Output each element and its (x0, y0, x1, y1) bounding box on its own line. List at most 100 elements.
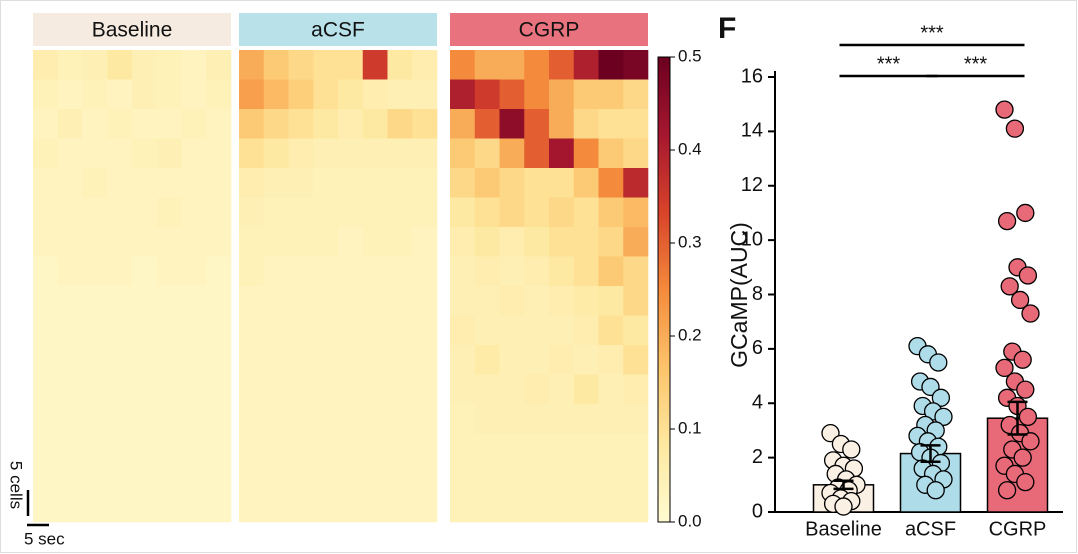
heat-cell (549, 345, 575, 375)
heat-cell (549, 79, 575, 110)
heat-cell (573, 463, 599, 493)
heat-cell (181, 168, 207, 198)
heat-cell (57, 256, 83, 287)
heat-cell (57, 50, 83, 80)
heat-cell (387, 50, 413, 80)
heat-cell (156, 109, 182, 139)
heat-cell (156, 374, 182, 405)
heat-cell (387, 109, 413, 139)
heat-cell (33, 256, 59, 287)
heat-cell (549, 374, 575, 405)
heat-cell (598, 227, 624, 257)
heat-cell (57, 79, 83, 110)
heat-cell (239, 286, 265, 316)
heat-cell (338, 197, 364, 228)
heat-cell (57, 315, 83, 346)
heat-cell (57, 463, 83, 493)
y-tick-label: 16 (741, 65, 763, 87)
heat-cell (598, 374, 624, 405)
heat-cell (132, 138, 158, 169)
heat-cell (474, 433, 500, 464)
heat-cell (313, 168, 339, 198)
y-tick-label: 6 (752, 337, 763, 359)
heat-cell (132, 256, 158, 287)
heat-cell (474, 168, 500, 198)
panel-header (239, 13, 437, 46)
heat-cell (573, 374, 599, 405)
heat-cell (82, 433, 108, 464)
error-bar (1007, 400, 1028, 436)
heat-cell (263, 315, 289, 346)
heat-cell (450, 109, 476, 139)
heat-cell (573, 109, 599, 139)
heat-cell (57, 286, 83, 316)
heat-cell (499, 79, 525, 110)
heat-cell (474, 463, 500, 493)
heat-cell (33, 168, 59, 198)
heat-cell (132, 492, 158, 523)
heat-cell (598, 79, 624, 110)
heat-cell (338, 345, 364, 375)
heat-cell (573, 433, 599, 464)
heat-cell (181, 138, 207, 169)
heat-cell (474, 109, 500, 139)
heat-cell (263, 286, 289, 316)
heat-cell (450, 197, 476, 228)
heat-cell (206, 256, 232, 287)
heat-cell (387, 168, 413, 198)
heat-cell (206, 404, 232, 434)
heat-cell (524, 404, 550, 434)
data-point (1013, 350, 1032, 369)
heat-cell (313, 374, 339, 405)
heat-cell (573, 168, 599, 198)
heat-cell (338, 433, 364, 464)
heat-cell (239, 315, 265, 346)
heat-cell (524, 79, 550, 110)
heat-cell (412, 492, 438, 523)
heat-cell (156, 256, 182, 287)
heat-cell (338, 168, 364, 198)
heat-cell (288, 256, 314, 287)
heat-cell (239, 227, 265, 257)
heat-cell (132, 79, 158, 110)
heat-cell (450, 315, 476, 346)
heat-cell (57, 374, 83, 405)
heat-cell (288, 374, 314, 405)
heat-cell (338, 374, 364, 405)
heat-cell (181, 492, 207, 523)
heat-cell (338, 256, 364, 287)
heat-cell (450, 256, 476, 287)
heat-cell (387, 404, 413, 434)
heat-cell (206, 168, 232, 198)
heat-cell (181, 256, 207, 287)
heat-cell (156, 79, 182, 110)
heat-cell (524, 315, 550, 346)
panel-title: Baseline (92, 19, 173, 42)
x-tick-label: Baseline (805, 518, 882, 540)
heat-cell (263, 138, 289, 169)
heat-cell (549, 404, 575, 434)
heat-cell (573, 138, 599, 169)
heat-cell (598, 168, 624, 198)
heat-cell (239, 197, 265, 228)
heat-cell (288, 315, 314, 346)
heat-cell (338, 138, 364, 169)
heat-cell (107, 315, 133, 346)
heat-cell (549, 433, 575, 464)
heat-cell (206, 286, 232, 316)
heat-cell (524, 433, 550, 464)
heat-cell (474, 138, 500, 169)
heat-cell (82, 492, 108, 523)
panel-title: aCSF (311, 19, 365, 42)
heat-cell (107, 256, 133, 287)
heat-cell (499, 374, 525, 405)
data-point (1010, 290, 1030, 310)
heat-cell (623, 404, 649, 434)
heat-cell (412, 315, 438, 346)
heat-cell (57, 168, 83, 198)
y-tick-label: 14 (741, 120, 763, 142)
heat-cell (623, 79, 649, 110)
error-bar (833, 479, 854, 491)
significance-label: *** (920, 22, 944, 44)
